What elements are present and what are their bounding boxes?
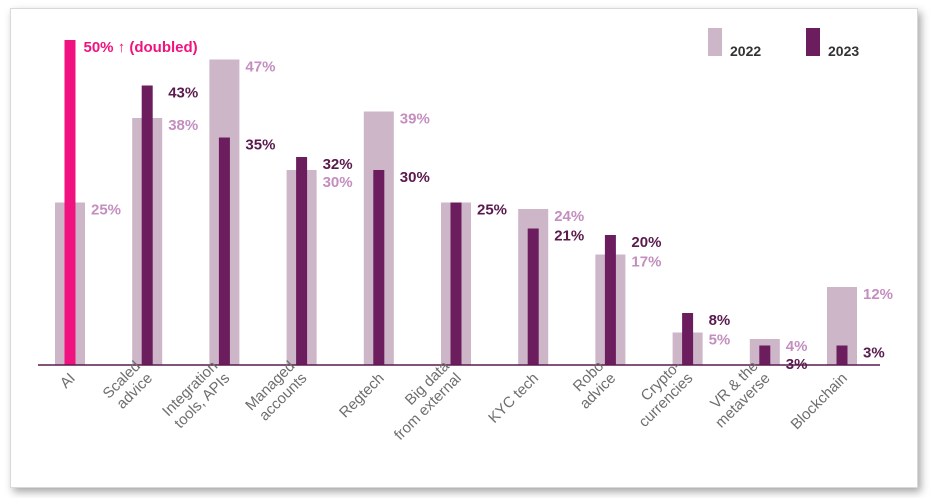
- bar-2023-scaled-advice: [141, 85, 153, 365]
- tick-label-regtech: Regtech: [336, 370, 388, 422]
- bar-2023-crypto-currencies: [682, 313, 694, 365]
- tick-label-integration-tools-apis: Integrationtools, APIs: [159, 358, 233, 432]
- value-label-2023-ai: 50% ↑ (doubled): [84, 39, 198, 56]
- bar-2023-robo-advice: [604, 235, 616, 365]
- value-label-2023-managed-accounts: 32%: [323, 156, 353, 173]
- x-tick-labels: AI Scaledadvice Integrationtools, APIs Mana…: [57, 357, 851, 443]
- value-label-2022-scaled-advice: 38%: [168, 117, 198, 134]
- legend: 2022 2023: [708, 28, 859, 59]
- bar-2023-managed-accounts: [296, 157, 308, 365]
- legend-swatch-2023: [806, 28, 820, 56]
- tick-label-robo-advice: Roboadvice: [565, 358, 620, 413]
- bar-2023-big-data-from-external: [450, 202, 462, 365]
- tick-label-managed-accounts: Managedaccounts: [242, 358, 310, 426]
- value-label-2022-kyc-tech: 24%: [554, 208, 584, 225]
- tick-label-ai: AI: [57, 370, 79, 392]
- bar-2023-regtech: [373, 170, 385, 365]
- bar-2023-ai: [64, 40, 76, 365]
- tick-label-big-data-from-external: Big datafrom external: [379, 357, 465, 443]
- bar-2023-blockchain: [836, 345, 848, 365]
- value-label-2023-integration-tools-apis: 35%: [245, 137, 275, 154]
- legend-label-2022: 2022: [730, 43, 761, 59]
- value-label-2022-blockchain: 12%: [863, 286, 893, 303]
- value-label-2023-big-data-from-external: 25%: [477, 202, 507, 219]
- value-label-2022-ai: 25%: [91, 202, 121, 219]
- bar-2023-vr-the-metaverse: [759, 345, 771, 365]
- value-label-2022-managed-accounts: 30%: [323, 174, 353, 191]
- value-label-2022-vr-the-metaverse: 4%: [786, 338, 808, 355]
- legend-swatch-2022: [708, 28, 722, 56]
- value-label-2022-crypto-currencies: 5%: [709, 332, 731, 349]
- tick-label-crypto-currencies: Crypto-currencies: [623, 358, 696, 431]
- bar-2023-integration-tools-apis: [218, 137, 230, 365]
- value-label-2023-blockchain: 3%: [863, 345, 885, 362]
- value-labels: 25%50% ↑ (doubled)38%43%47%35%30%32%39%3…: [84, 39, 894, 373]
- value-label-2023-vr-the-metaverse: 3%: [786, 356, 808, 373]
- value-label-2022-integration-tools-apis: 47%: [245, 59, 275, 76]
- value-label-2022-robo-advice: 17%: [631, 254, 661, 271]
- tick-label-blockchain: Blockchain: [788, 370, 851, 433]
- value-label-2023-regtech: 30%: [400, 169, 430, 186]
- tick-label-kyc-tech: KYC tech: [485, 370, 542, 427]
- value-label-2023-kyc-tech: 21%: [554, 228, 584, 245]
- tick-label-scaled-advice: Scaledadvice: [100, 358, 156, 414]
- legend-label-2023: 2023: [828, 43, 859, 59]
- value-label-2023-crypto-currencies: 8%: [709, 312, 731, 329]
- tick-label-vr-the-metaverse: VR & themetaverse: [700, 358, 774, 432]
- series-2022-bars: [55, 59, 857, 365]
- bar-2023-kyc-tech: [527, 228, 539, 365]
- series-2023-bars: [64, 40, 848, 365]
- value-label-2022-regtech: 39%: [400, 111, 430, 128]
- value-label-2023-robo-advice: 20%: [631, 234, 661, 251]
- value-label-2023-scaled-advice: 43%: [168, 85, 198, 102]
